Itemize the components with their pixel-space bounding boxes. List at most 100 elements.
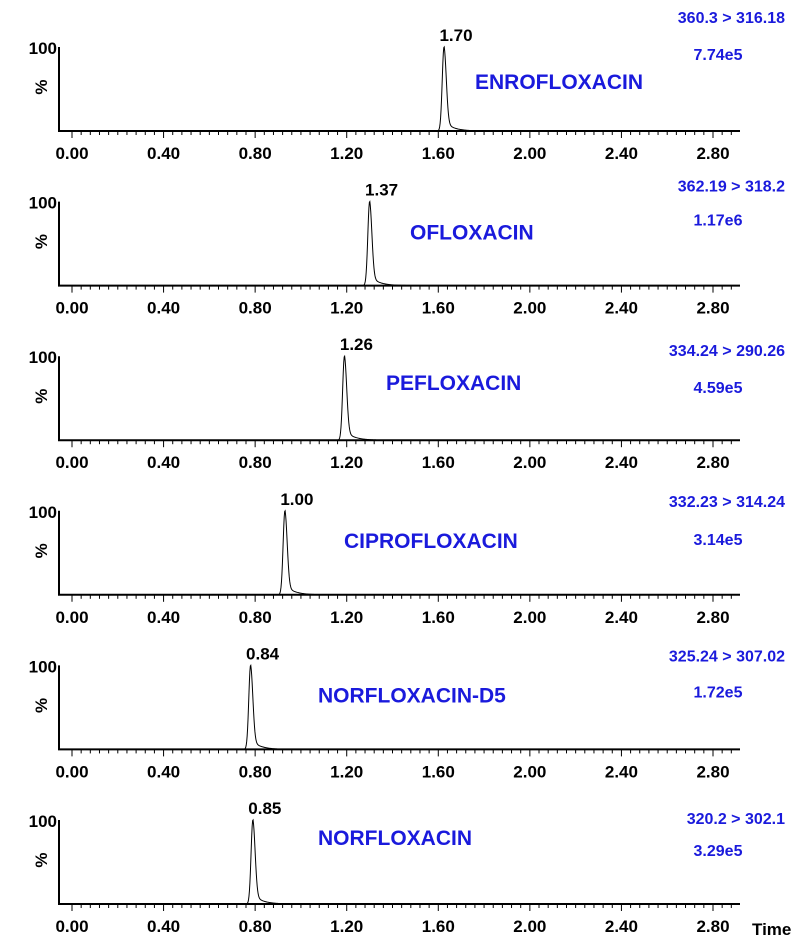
peak-trace (336, 354, 388, 441)
x-tick-label: 2.40 (605, 299, 638, 318)
y-unit-label: % (32, 79, 51, 94)
x-tick-label: 1.20 (330, 144, 363, 163)
x-axis-label: Time (752, 920, 791, 939)
x-tick-label: 0.00 (55, 453, 88, 472)
x-tick-label: 0.40 (147, 299, 180, 318)
x-tick-label: 2.80 (696, 917, 729, 936)
peak-retention-time-label: 0.85 (248, 799, 281, 818)
peak-retention-time-label: 1.70 (439, 26, 472, 45)
x-tick-label: 1.20 (330, 917, 363, 936)
x-tick-label: 1.60 (422, 762, 455, 781)
peak-trace (242, 663, 294, 750)
y-top-label: 100 (29, 194, 57, 213)
chromatogram-panel: 0.00 0.40 0.80 1.20 1.60 2.00 2.40 2.80 100% 1.70… (29, 10, 785, 163)
x-tick-label: 0.80 (239, 299, 272, 318)
x-tick-label: 2.40 (605, 453, 638, 472)
x-tick-label: 1.20 (330, 453, 363, 472)
x-tick-label: 2.80 (696, 762, 729, 781)
intensity-label: 3.29e5 (694, 843, 743, 860)
x-tick-label: 0.00 (55, 299, 88, 318)
x-tick-label: 1.20 (330, 608, 363, 627)
compound-name: NORFLOXACIN (318, 827, 472, 850)
x-tick-label: 0.00 (55, 917, 88, 936)
x-tick-label: 2.80 (696, 608, 729, 627)
x-tick-label: 0.80 (239, 453, 272, 472)
y-unit-label: % (32, 698, 51, 713)
x-tick-label: 2.80 (696, 144, 729, 163)
intensity-label: 1.72e5 (694, 684, 743, 701)
x-tick-label: 1.60 (422, 299, 455, 318)
x-tick-label: 1.60 (422, 608, 455, 627)
x-tick-label: 0.00 (55, 144, 88, 163)
compound-name: OFLOXACIN (410, 222, 534, 245)
axis-frame (58, 356, 740, 442)
mrm-transition-label: 320.2 > 302.1 (687, 811, 785, 828)
x-tick-label: 0.80 (239, 762, 272, 781)
y-top-label: 100 (29, 39, 57, 58)
x-tick-label: 1.60 (422, 453, 455, 472)
x-tick-label: 1.60 (422, 144, 455, 163)
compound-name: PEFLOXACIN (386, 372, 521, 395)
mrm-transition-label: 332.23 > 314.24 (669, 494, 785, 511)
x-tick-label: 0.80 (239, 608, 272, 627)
x-tick-label: 0.80 (239, 917, 272, 936)
x-tick-label: 2.40 (605, 608, 638, 627)
y-top-label: 100 (29, 812, 57, 831)
peak-trace (435, 45, 488, 132)
mrm-transition-label: 362.19 > 318.2 (678, 179, 785, 196)
y-unit-label: % (32, 389, 51, 404)
axis-frame (58, 510, 740, 596)
x-tick-label: 2.40 (605, 917, 638, 936)
x-tick-label: 0.40 (147, 453, 180, 472)
x-tick-label: 2.00 (513, 762, 546, 781)
peak-retention-time-label: 1.37 (365, 181, 398, 200)
axis-frame (58, 201, 740, 287)
x-tick-label: 2.00 (513, 608, 546, 627)
x-tick-label: 0.80 (239, 144, 272, 163)
chromatogram-panel: 0.00 0.40 0.80 1.20 1.60 2.00 2.40 2.80 100% 1.26… (29, 335, 785, 472)
peak-trace (361, 200, 413, 287)
x-tick-label: 0.00 (55, 608, 88, 627)
chromatogram-panel: 0.00 0.40 0.80 1.20 1.60 2.00 2.40 2.80 100% 0.84… (29, 644, 785, 781)
peak-trace (244, 818, 297, 905)
axis-frame (58, 47, 740, 132)
intensity-label: 3.14e5 (694, 532, 743, 549)
chromatogram-panel: 0.00 0.40 0.80 1.20 1.60 2.00 2.40 2.80 100% 0.85… (29, 799, 792, 939)
mrm-transition-label: 325.24 > 307.02 (669, 648, 785, 665)
x-tick-label: 0.40 (147, 762, 180, 781)
y-top-label: 100 (29, 503, 57, 522)
peak-retention-time-label: 0.84 (246, 644, 280, 663)
axis-frame (58, 665, 740, 751)
x-tick-label: 1.20 (330, 762, 363, 781)
chromatogram-panel: 0.00 0.40 0.80 1.20 1.60 2.00 2.40 2.80 100% 1.37… (29, 179, 785, 318)
x-tick-label: 2.00 (513, 453, 546, 472)
compound-name: CIPROFLOXACIN (344, 530, 518, 553)
mrm-transition-label: 360.3 > 316.18 (678, 10, 785, 27)
x-tick-label: 2.00 (513, 299, 546, 318)
intensity-label: 4.59e5 (694, 380, 743, 397)
intensity-label: 1.17e6 (694, 213, 743, 230)
x-tick-label: 0.00 (55, 762, 88, 781)
x-tick-label: 2.00 (513, 144, 546, 163)
compound-name: ENROFLOXACIN (475, 71, 643, 94)
x-tick-label: 2.00 (513, 917, 546, 936)
y-unit-label: % (32, 543, 51, 558)
x-tick-label: 2.80 (696, 299, 729, 318)
peak-trace (276, 509, 329, 596)
chromatogram-panel: 0.00 0.40 0.80 1.20 1.60 2.00 2.40 2.80 100% 1.00… (29, 490, 785, 627)
y-top-label: 100 (29, 657, 57, 676)
axis-frame (58, 820, 740, 905)
intensity-label: 7.74e5 (694, 47, 743, 64)
x-tick-label: 0.40 (147, 608, 180, 627)
mrm-transition-label: 334.24 > 290.26 (669, 343, 785, 360)
x-tick-label: 0.40 (147, 917, 180, 936)
x-tick-label: 1.20 (330, 299, 363, 318)
y-unit-label: % (32, 852, 51, 867)
x-tick-label: 0.40 (147, 144, 180, 163)
x-tick-label: 1.60 (422, 917, 455, 936)
peak-retention-time-label: 1.26 (340, 335, 373, 354)
x-tick-label: 2.40 (605, 144, 638, 163)
y-top-label: 100 (29, 348, 57, 367)
x-tick-label: 2.80 (696, 453, 729, 472)
